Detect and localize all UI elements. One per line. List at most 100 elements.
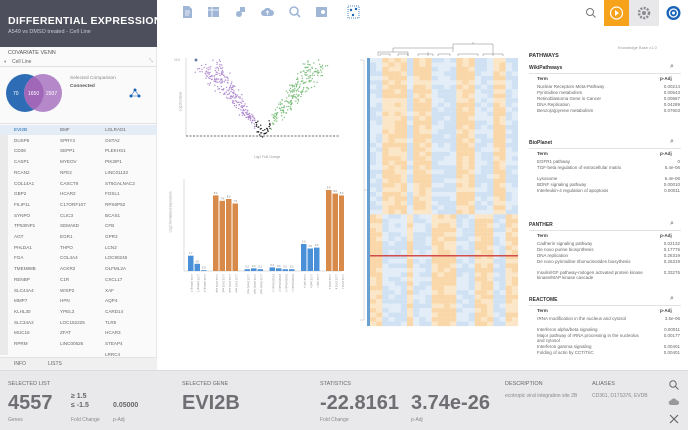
- heatmap-cell[interactable]: [444, 245, 451, 251]
- volcano-point[interactable]: [273, 115, 275, 117]
- volcano-point[interactable]: [232, 102, 234, 104]
- volcano-point[interactable]: [320, 66, 322, 68]
- bar[interactable]: [232, 203, 239, 272]
- heatmap-cell[interactable]: [400, 294, 408, 300]
- heatmap-cell[interactable]: [425, 196, 432, 202]
- heatmap-cell[interactable]: [382, 187, 389, 193]
- heatmap-cell[interactable]: [481, 272, 488, 277]
- heatmap-cell[interactable]: [499, 299, 506, 304]
- heatmap-cell[interactable]: [388, 80, 395, 85]
- heatmap-cell[interactable]: [425, 156, 432, 161]
- heatmap-cell[interactable]: [419, 200, 426, 206]
- heatmap-cell[interactable]: [419, 89, 426, 94]
- volcano-point[interactable]: [298, 85, 301, 87]
- volcano-point[interactable]: [281, 119, 284, 121]
- heatmap-cell[interactable]: [370, 321, 377, 327]
- heatmap-cell[interactable]: [462, 107, 469, 112]
- volcano-point[interactable]: [289, 89, 291, 92]
- heatmap-cell[interactable]: [407, 89, 414, 94]
- heatmap-cell[interactable]: [487, 312, 494, 318]
- heatmap-cell[interactable]: [462, 142, 469, 148]
- selected-gene-point[interactable]: [194, 58, 198, 62]
- heatmap-cell[interactable]: [382, 236, 389, 242]
- search-icon[interactable]: ⌕: [670, 63, 674, 70]
- heatmap-cell[interactable]: [394, 254, 401, 260]
- heatmap-cell[interactable]: [505, 156, 512, 161]
- gene-list-item[interactable]: SYNPO: [14, 212, 31, 218]
- heatmap-cell[interactable]: [419, 263, 426, 269]
- heatmap-cell[interactable]: [456, 281, 463, 286]
- heatmap-cell[interactable]: [437, 285, 445, 291]
- heatmap-cell[interactable]: [505, 66, 512, 72]
- heatmap-cell[interactable]: [431, 129, 438, 135]
- heatmap-cell[interactable]: [431, 89, 438, 94]
- heatmap-cell[interactable]: [456, 116, 463, 121]
- volcano-point[interactable]: [313, 85, 316, 88]
- volcano-point[interactable]: [240, 109, 242, 111]
- heatmap-cell[interactable]: [450, 80, 457, 85]
- volcano-point[interactable]: [216, 63, 218, 65]
- heatmap-cell[interactable]: [499, 223, 506, 228]
- volcano-point[interactable]: [255, 121, 257, 124]
- heatmap-cell[interactable]: [505, 303, 512, 309]
- heatmap-cell[interactable]: [505, 192, 512, 197]
- heatmap-cell[interactable]: [388, 281, 395, 286]
- heatmap-cell[interactable]: [394, 120, 401, 126]
- volcano-point[interactable]: [249, 116, 251, 119]
- heatmap-cell[interactable]: [437, 308, 445, 313]
- heatmap-cell[interactable]: [370, 129, 377, 135]
- heatmap-cell[interactable]: [394, 209, 401, 215]
- volcano-point[interactable]: [275, 114, 278, 117]
- heatmap-cell[interactable]: [456, 192, 463, 197]
- heatmap-cell[interactable]: [388, 156, 395, 161]
- heatmap-cell[interactable]: [376, 294, 383, 300]
- heatmap-cell[interactable]: [450, 276, 457, 282]
- heatmap-cell[interactable]: [487, 263, 494, 269]
- heatmap-cell[interactable]: [376, 178, 383, 184]
- heatmap-cell[interactable]: [450, 227, 457, 233]
- heatmap-cell[interactable]: [462, 133, 469, 139]
- heatmap-cell[interactable]: [376, 267, 383, 273]
- heatmap-cell[interactable]: [468, 75, 475, 81]
- heatmap-cell[interactable]: [425, 263, 432, 269]
- heatmap-cell[interactable]: [425, 200, 432, 206]
- heatmap-cell[interactable]: [487, 223, 494, 228]
- heatmap-cell[interactable]: [419, 58, 426, 63]
- heatmap-cell[interactable]: [376, 89, 383, 94]
- tab-info[interactable]: INFO: [14, 361, 26, 367]
- heatmap-cell[interactable]: [419, 209, 426, 215]
- heatmap-cell[interactable]: [437, 267, 445, 273]
- heatmap-cell[interactable]: [468, 120, 475, 126]
- heatmap-cell[interactable]: [437, 281, 445, 286]
- gene-list-item[interactable]: C1R: [60, 276, 70, 282]
- heatmap-cell[interactable]: [505, 129, 512, 135]
- heatmap-cell[interactable]: [376, 129, 383, 135]
- heatmap-cell[interactable]: [456, 276, 463, 282]
- heatmap-cell[interactable]: [388, 89, 395, 94]
- heatmap-cell[interactable]: [493, 165, 500, 170]
- heatmap-cell[interactable]: [499, 241, 506, 246]
- volcano-point[interactable]: [222, 93, 225, 95]
- heatmap-cell[interactable]: [450, 312, 457, 318]
- bar[interactable]: [194, 263, 201, 271]
- cloud-icon[interactable]: [668, 396, 680, 408]
- heatmap-cell[interactable]: [474, 187, 482, 193]
- heatmap-cell[interactable]: [468, 254, 475, 260]
- volcano-point[interactable]: [276, 112, 279, 114]
- heatmap-cell[interactable]: [481, 312, 488, 318]
- heatmap-cell[interactable]: [474, 285, 482, 291]
- volcano-point[interactable]: [227, 97, 229, 100]
- heatmap-cell[interactable]: [505, 272, 512, 277]
- heatmap-cell[interactable]: [444, 303, 451, 309]
- heatmap-cell[interactable]: [462, 120, 469, 126]
- heatmap-cell[interactable]: [444, 58, 451, 63]
- heatmap-cell[interactable]: [499, 93, 506, 99]
- heatmap-cell[interactable]: [468, 125, 475, 130]
- heatmap-cell[interactable]: [370, 200, 377, 206]
- heatmap-cell[interactable]: [437, 232, 445, 237]
- heatmap-cell[interactable]: [493, 151, 500, 157]
- heatmap-cell[interactable]: [394, 80, 401, 85]
- heatmap-cell[interactable]: [474, 98, 482, 103]
- heatmap-cell[interactable]: [394, 214, 401, 219]
- heatmap-cell[interactable]: [407, 308, 414, 313]
